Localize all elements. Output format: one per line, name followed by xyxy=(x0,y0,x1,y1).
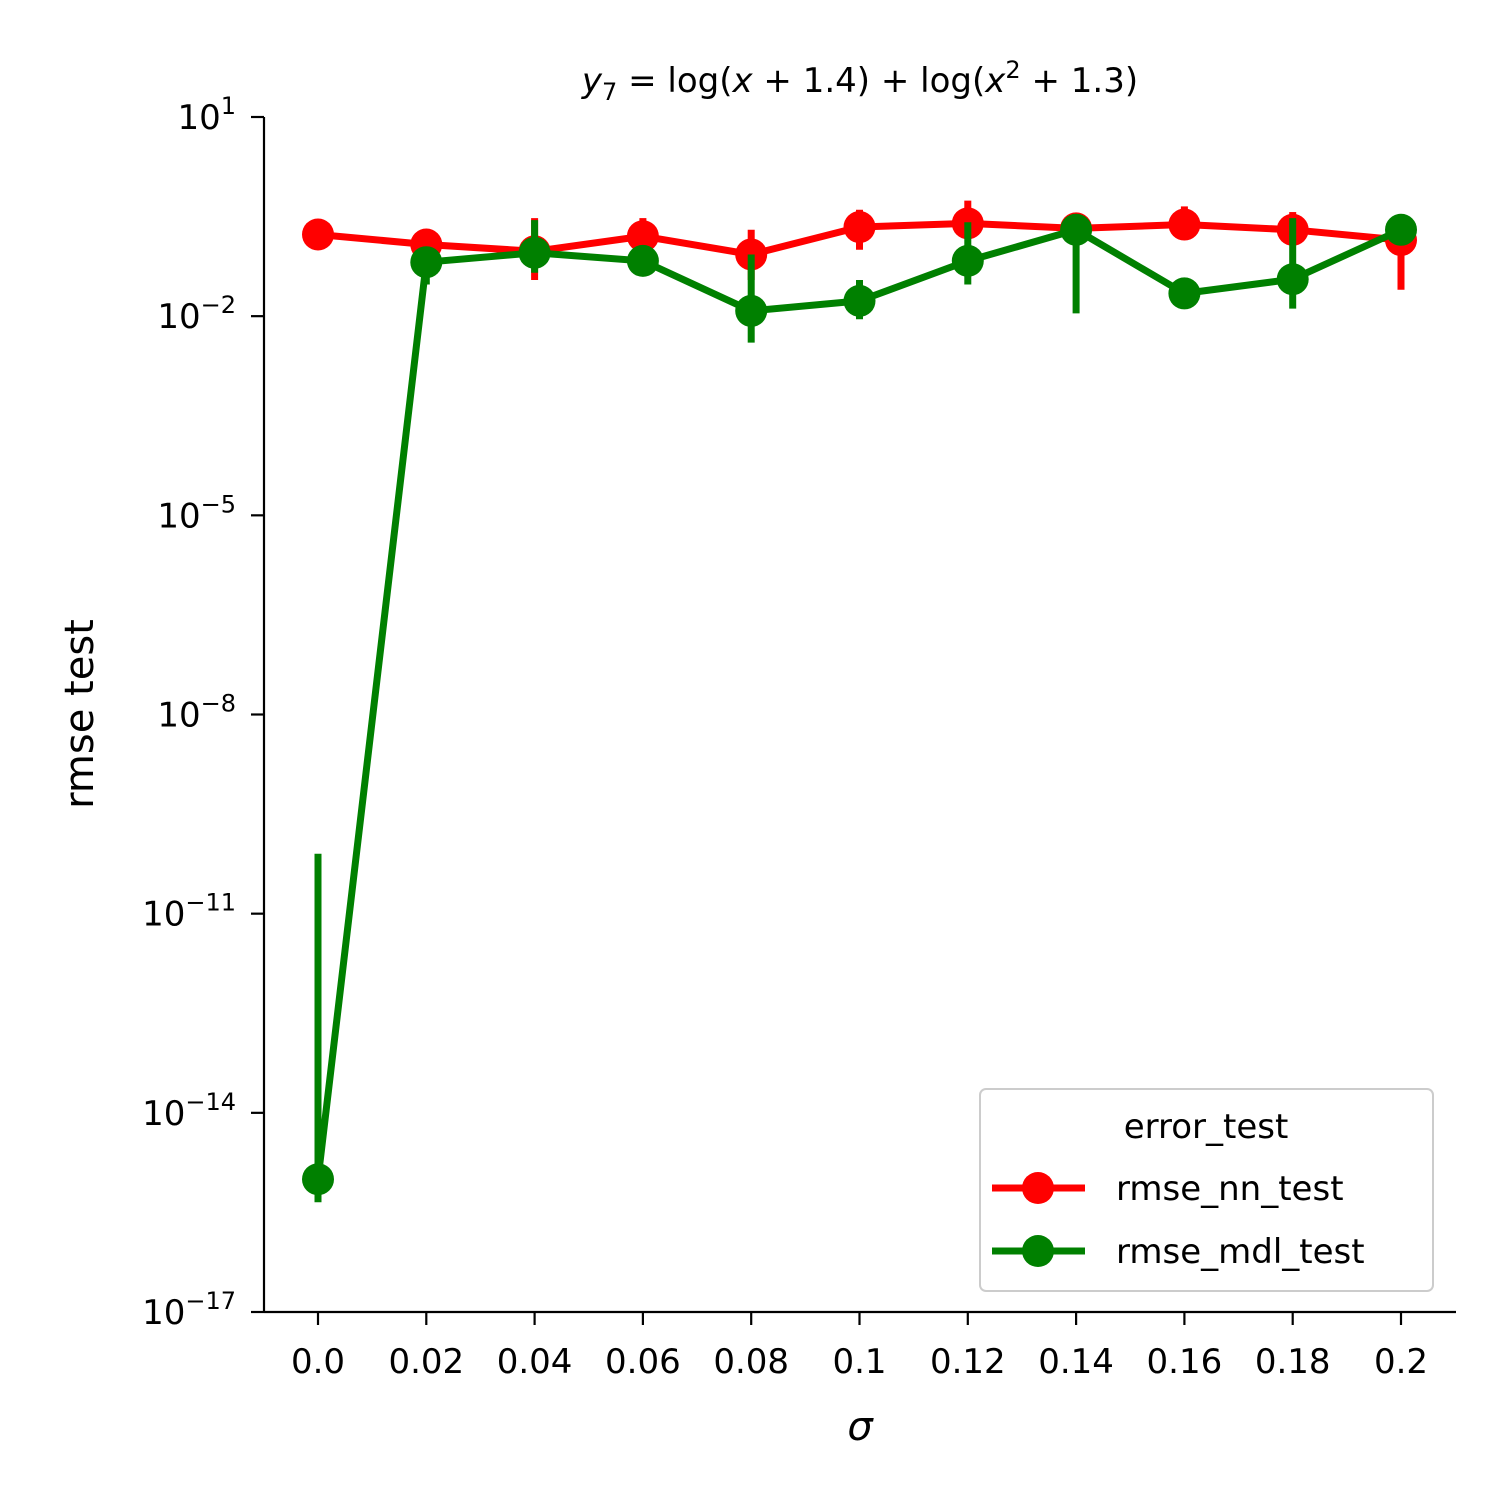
y-tick-label: 10−2 xyxy=(157,291,236,337)
data-point xyxy=(626,244,659,277)
x-tick-label: 0.18 xyxy=(1255,1342,1331,1382)
data-point xyxy=(1060,213,1093,246)
legend-entry: rmse_mdl_test xyxy=(992,1232,1365,1272)
x-tick-label: 0.04 xyxy=(497,1342,573,1382)
x-ticks: 0.0 0.02 0.04 0.06 0.08 0.1 0.12 0.14 0.16 0.18 0.… xyxy=(291,1312,1428,1382)
data-point xyxy=(951,244,984,277)
data-point xyxy=(1385,213,1417,246)
data-point xyxy=(1276,263,1309,296)
legend-marker xyxy=(1022,1172,1054,1204)
legend-entry: rmse_nn_test xyxy=(992,1169,1344,1209)
y-tick-label: 101 xyxy=(177,92,236,138)
legend-entries: rmse_nn_test rmse_mdl_test xyxy=(992,1169,1365,1272)
series-rmse_nn_test xyxy=(302,200,1417,290)
y-tick-label: 10−14 xyxy=(142,1088,236,1134)
series-rmse_mdl_test xyxy=(302,213,1417,1203)
data-point xyxy=(302,1163,334,1196)
series-line xyxy=(314,226,1403,1180)
data-point xyxy=(518,236,551,269)
data-point xyxy=(735,238,768,271)
data-point xyxy=(843,284,876,317)
data-point xyxy=(1168,277,1201,310)
x-tick-label: 0.02 xyxy=(388,1342,464,1382)
y-axis-label: rmse test xyxy=(57,619,103,809)
x-tick-label: 0.12 xyxy=(930,1342,1006,1382)
data-point xyxy=(302,218,334,251)
data-point xyxy=(410,246,443,279)
data-point xyxy=(735,294,768,327)
data-point xyxy=(626,220,659,253)
x-tick-label: 0.1 xyxy=(832,1342,886,1382)
x-tick-label: 0.08 xyxy=(713,1342,789,1382)
y-tick-label: 10−17 xyxy=(142,1287,236,1333)
y-tick-label: 10−8 xyxy=(157,690,236,736)
legend-marker xyxy=(1022,1235,1054,1267)
y-tick-label: 10−11 xyxy=(142,889,236,935)
x-tick-label: 0.16 xyxy=(1147,1342,1223,1382)
y-tick-label: 10−5 xyxy=(157,490,236,536)
x-tick-label: 0.0 xyxy=(291,1342,345,1382)
legend-frame xyxy=(979,1088,1434,1292)
x-tick-label: 0.14 xyxy=(1038,1342,1114,1382)
data-point xyxy=(1168,208,1201,241)
x-axis-label: σ xyxy=(847,1404,874,1450)
legend: error_test rmse_nn_test rmse_mdl_test xyxy=(979,1088,1434,1292)
legend-title: error_test xyxy=(1124,1107,1289,1147)
legend-label: rmse_mdl_test xyxy=(1116,1232,1365,1272)
x-tick-label: 0.06 xyxy=(605,1342,681,1382)
y-ticks: 101 10−2 10−5 10−8 10−11 10−14 10−17 xyxy=(142,92,264,1333)
chart-title: y7 = log(x + 1.4) + log(x2 + 1.3) xyxy=(581,56,1138,106)
x-tick-label: 0.2 xyxy=(1374,1342,1428,1382)
legend-label: rmse_nn_test xyxy=(1116,1169,1344,1209)
series-layer xyxy=(302,200,1417,1203)
data-point xyxy=(843,211,876,244)
